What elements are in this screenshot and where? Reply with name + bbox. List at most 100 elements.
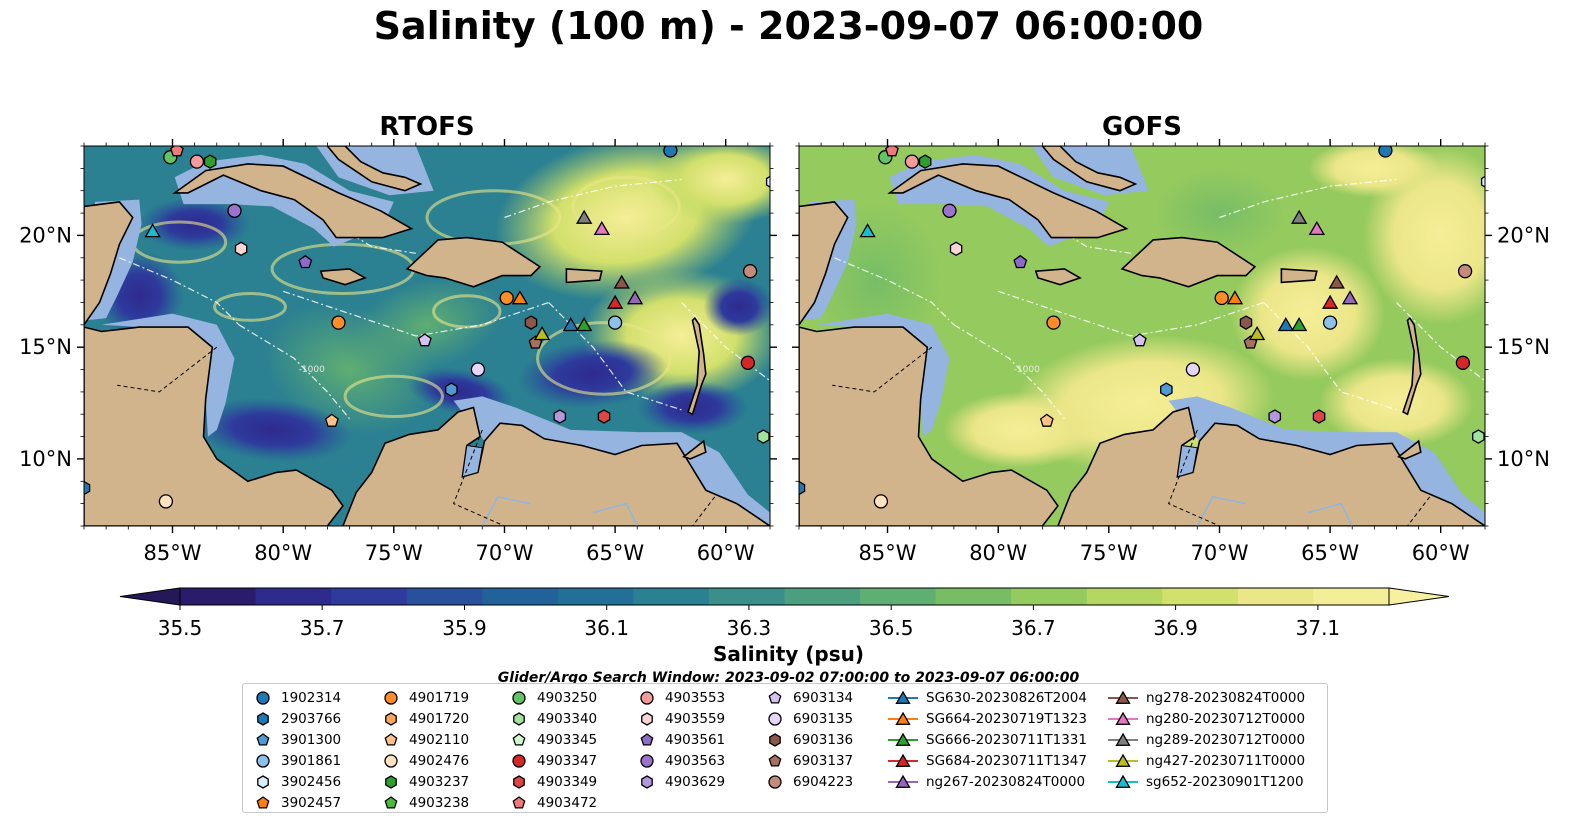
salinity-blob xyxy=(1153,168,1286,258)
legend-symbol xyxy=(768,690,782,704)
lon-tick-label: 60°W xyxy=(1412,541,1470,565)
pentagon-marker-icon xyxy=(768,753,782,767)
land-southam xyxy=(342,406,770,526)
land-yucatan xyxy=(84,201,134,327)
legend-item-3902456: 3902456 xyxy=(251,771,341,792)
legend-item-ng278-20230824T0000: ng278-20230824T0000 xyxy=(1106,687,1305,708)
triangle-marker-icon xyxy=(1108,732,1138,746)
map-frame xyxy=(798,145,1486,527)
marker-4902110 xyxy=(1039,413,1054,427)
marker-3901861 xyxy=(607,315,623,330)
legend-label: ng427-20230711T0000 xyxy=(1146,752,1306,769)
colorbar-bin xyxy=(1162,588,1239,605)
land-hispaniola xyxy=(405,236,542,288)
legend-item-6903134: 6903134 xyxy=(763,687,853,708)
marker-3901861 xyxy=(1322,315,1338,330)
land-bahamas xyxy=(326,146,423,192)
eez-boundary xyxy=(238,324,350,420)
land-trinidad xyxy=(682,439,707,460)
legend-label: 6903134 xyxy=(793,689,854,706)
country-border xyxy=(117,346,218,393)
legend-label: sg652-20230901T1200 xyxy=(1146,773,1304,790)
land-cuba xyxy=(172,163,414,239)
marker-4902110 xyxy=(324,413,339,427)
lat-tick-label: 20°N xyxy=(1497,223,1550,247)
legend-symbol xyxy=(1115,774,1131,788)
marker-4903563 xyxy=(227,203,242,218)
circle-marker-icon xyxy=(640,753,654,768)
pentagon-marker-icon xyxy=(768,690,782,704)
lat-tick-label: 15°N xyxy=(1497,335,1550,359)
land-centralam xyxy=(84,326,344,526)
colorbar-bin xyxy=(482,588,559,605)
colorbar-frame xyxy=(179,587,1390,606)
map-frame xyxy=(83,145,771,527)
marker-SG684 xyxy=(1321,294,1339,309)
hexagon-marker-icon xyxy=(257,774,269,789)
colorbar-bin xyxy=(784,588,861,605)
eez-boundary xyxy=(834,257,955,326)
marker-ng278 xyxy=(613,274,630,289)
colorbar-bin xyxy=(633,588,710,605)
land-southam xyxy=(1057,406,1485,526)
legend-item-6903137: 6903137 xyxy=(763,750,853,771)
legend-label: 4902476 xyxy=(409,752,470,769)
circle-marker-icon xyxy=(768,774,782,789)
marker-4903340 xyxy=(1472,429,1485,444)
marker-1902314 xyxy=(1378,146,1393,158)
legend-item-4901720: 4901720 xyxy=(379,708,469,729)
marker-sg652 xyxy=(144,223,161,238)
lon-tick-label: 85°W xyxy=(859,541,917,565)
legend-item-4903340: 4903340 xyxy=(507,708,597,729)
legend-item-4901719: 4901719 xyxy=(379,687,469,708)
legend-label: 6903135 xyxy=(793,710,854,727)
marker-2903766 xyxy=(84,480,91,496)
marker-ng267 xyxy=(1341,290,1359,305)
legend-symbol xyxy=(384,732,398,746)
river xyxy=(1307,502,1353,526)
marker-SG630 xyxy=(562,317,580,332)
eddy-swirl xyxy=(213,292,287,322)
country-border xyxy=(692,496,716,526)
panel-title-rtofs: RTOFS xyxy=(379,112,475,142)
marker-4901719 xyxy=(331,315,346,330)
pentagon-marker-icon xyxy=(256,732,270,746)
legend-symbol xyxy=(1115,690,1131,704)
eez-boundary xyxy=(953,324,1065,420)
river xyxy=(592,502,638,526)
map-gofs: -1000 xyxy=(799,146,1485,526)
legend-item-ng427-20230711T0000: ng427-20230711T0000 xyxy=(1106,750,1305,771)
marker-4903629 xyxy=(1268,409,1282,424)
legend-symbol xyxy=(768,753,782,767)
land-cuba xyxy=(887,163,1129,239)
hexagon-marker-icon xyxy=(385,711,397,726)
legend-label: 6903136 xyxy=(793,731,854,748)
marker-6903136 xyxy=(524,315,538,330)
legend: 1902314 2903766 3901300 3901861 3902456 39024… xyxy=(242,683,1328,813)
legend-label: 4903345 xyxy=(537,731,598,748)
legend-item-ng289-20230712T0000: ng289-20230712T0000 xyxy=(1106,729,1305,750)
eez-boundary xyxy=(283,290,549,337)
lon-tick-label: 75°W xyxy=(1080,541,1138,565)
legend-symbol xyxy=(512,732,526,746)
contour-label: -1000 xyxy=(299,365,325,375)
legend-label: 3901300 xyxy=(281,731,342,748)
legend-symbol xyxy=(512,690,526,705)
marker-6903135 xyxy=(470,362,486,377)
pentagon-marker-icon xyxy=(512,795,526,809)
marker-4903347 xyxy=(740,355,756,370)
legend-item-ng280-20230712T0000: ng280-20230712T0000 xyxy=(1106,708,1305,729)
lake-maracaibo xyxy=(461,444,483,478)
legend-item-6903136: 6903136 xyxy=(763,729,853,750)
marker-ng267 xyxy=(626,290,644,305)
legend-symbol xyxy=(768,711,782,726)
eez-boundary xyxy=(504,178,682,219)
pentagon-marker-icon xyxy=(384,732,398,746)
main-title: Salinity (100 m) - 2023-09-07 06:00:00 xyxy=(373,4,1204,48)
hexagon-marker-icon xyxy=(385,774,397,789)
legend-item-4903563: 4903563 xyxy=(635,750,725,771)
legend-symbol xyxy=(384,690,398,705)
legend-item-4903238: 4903238 xyxy=(379,792,469,813)
legend-item-2903766: 2903766 xyxy=(251,708,341,729)
